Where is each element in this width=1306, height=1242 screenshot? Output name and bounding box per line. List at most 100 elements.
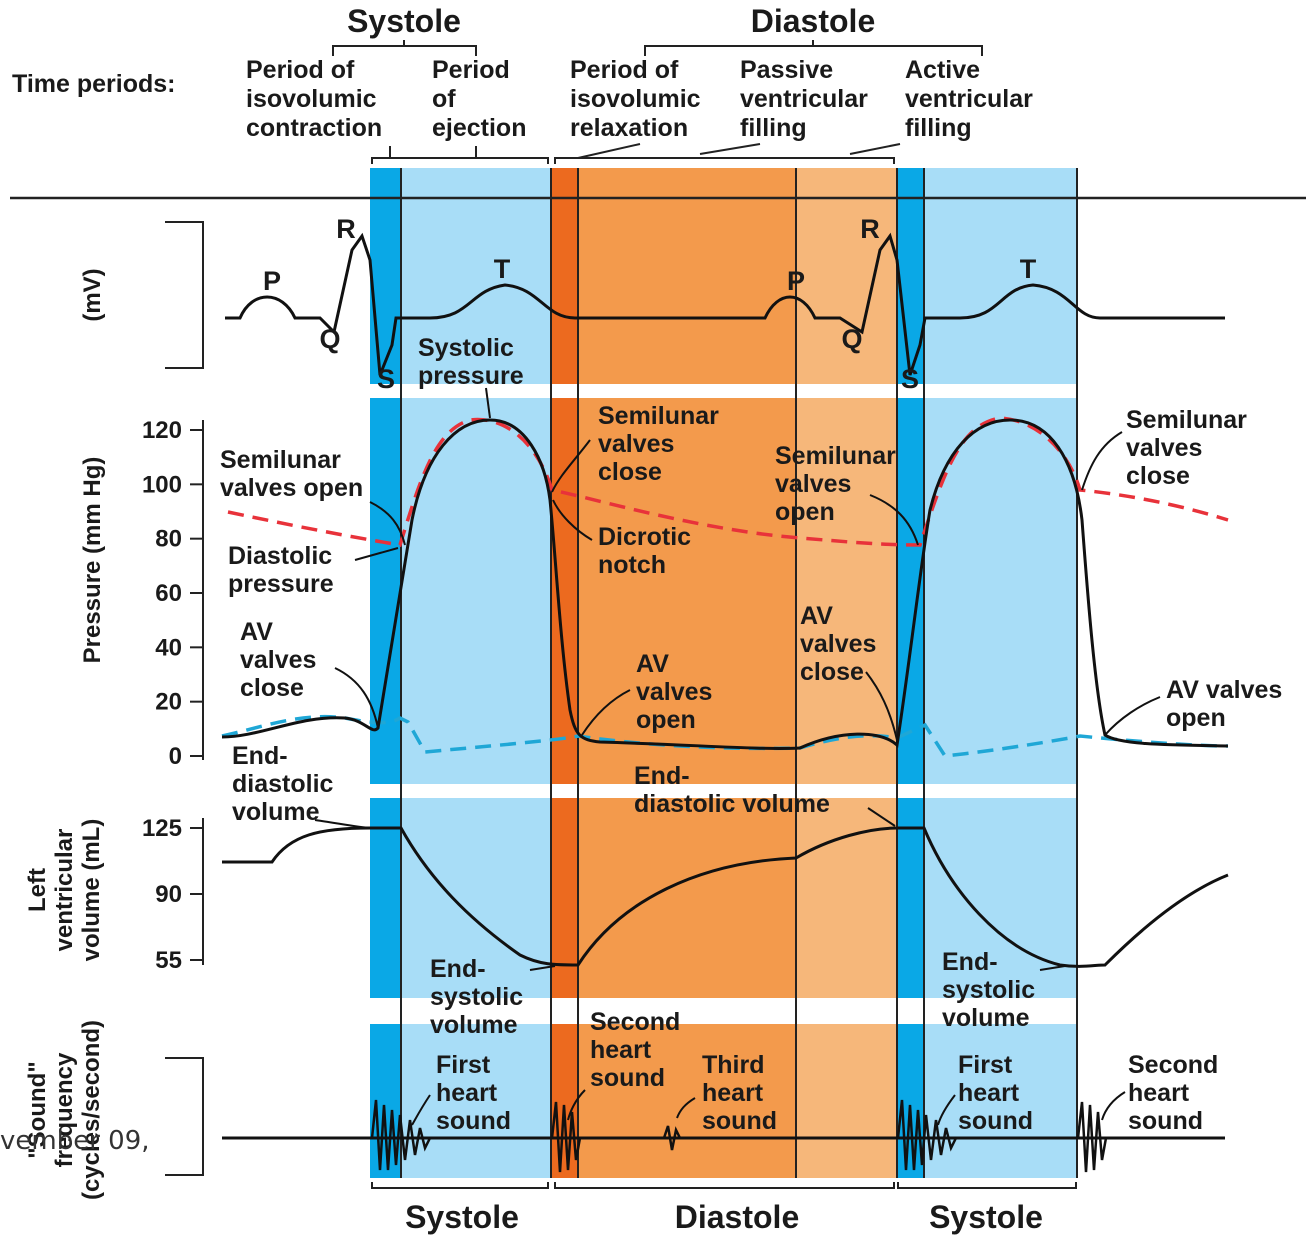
pressure-axis-label: Pressure (mm Hg) <box>79 457 106 664</box>
period-labels: Period of isovolumic contraction Period … <box>246 56 1033 142</box>
esv-label-2: systolic <box>942 976 1035 1004</box>
volume-axis-label-line3: volume (mL) <box>78 819 105 962</box>
semilunar-open-label-2: valves <box>775 470 851 498</box>
period-label: ejection <box>432 114 526 142</box>
first-sound-label-2: First <box>958 1051 1013 1079</box>
second-sound-label-2: heart <box>1128 1079 1190 1107</box>
semilunar-close-label-2: valves <box>1126 434 1202 462</box>
ecg-wave-t-2: T <box>1020 254 1037 284</box>
annotations: Systolic pressure Semilunar valves open … <box>220 334 1282 1135</box>
edv-label: End- <box>232 742 288 770</box>
first-sound-label: sound <box>436 1107 511 1135</box>
pressure-tick-label: 60 <box>155 580 182 607</box>
av-close-label-2: valves <box>800 630 876 658</box>
ecg-trace <box>225 232 1225 376</box>
semilunar-close-label: Semilunar <box>598 402 719 430</box>
third-sound-label: Third <box>702 1051 765 1079</box>
second-heart-sound-2 <box>1076 1101 1108 1173</box>
diastolic-pressure-label: pressure <box>228 570 334 598</box>
header-brackets <box>332 40 983 164</box>
pressure-tick-label: 100 <box>142 471 182 498</box>
period-label: Period of <box>246 56 355 84</box>
volume-axis-label-line2: ventricular <box>51 829 78 952</box>
first-sound-label: heart <box>436 1079 498 1107</box>
edv-label-2: End- <box>634 762 690 790</box>
ecg-wave-q-1: Q <box>319 324 340 354</box>
second-sound-label: heart <box>590 1036 652 1064</box>
semilunar-close-label: valves <box>598 430 674 458</box>
pressure-tick-label: 20 <box>155 689 182 716</box>
pressure-tick-label: 120 <box>142 417 182 444</box>
av-close-label: valves <box>240 646 316 674</box>
av-close-label-2: close <box>800 658 864 686</box>
second-sound-label: Second <box>590 1008 680 1036</box>
first-sound-label: First <box>436 1051 491 1079</box>
band-isovolumic-contraction-2 <box>897 168 924 1178</box>
ecg-axis-label: (mV) <box>79 268 106 321</box>
volume-tick-label: 125 <box>142 815 182 842</box>
period-label: ventricular <box>905 85 1033 113</box>
ecg-axis-bracket <box>165 221 204 369</box>
av-open-label: open <box>636 706 696 734</box>
sound-axis-label-line3: (cycles/second) <box>78 1020 105 1200</box>
systolic-pressure-label: pressure <box>418 362 524 390</box>
period-label: isovolumic <box>246 85 377 113</box>
esv-label-2: End- <box>942 948 998 976</box>
diastolic-pressure-label: Diastolic <box>228 542 332 570</box>
period-label: relaxation <box>570 114 688 142</box>
separator-volume-sound <box>360 998 1090 1024</box>
dicrotic-notch-label: notch <box>598 551 666 579</box>
pressure-ticks: 120 100 80 60 40 20 0 <box>142 417 203 770</box>
ecg-wave-q-2: Q <box>841 324 862 354</box>
volume-trace <box>222 826 1229 968</box>
period-label: isovolumic <box>570 85 701 113</box>
header-systole: Systole <box>347 3 461 39</box>
ecg-wave-p-1: P <box>263 266 281 296</box>
footer-systole-1: Systole <box>405 1199 519 1235</box>
third-sound-label: heart <box>702 1079 764 1107</box>
second-sound-label: sound <box>590 1064 665 1092</box>
aortic-pressure-trace <box>227 416 1229 547</box>
semilunar-close-label: close <box>598 458 662 486</box>
ecg-wave-s-1: S <box>377 364 395 394</box>
semilunar-close-label-2: Semilunar <box>1126 406 1247 434</box>
ecg-wave-t-1: T <box>494 254 511 284</box>
footer-systole-2: Systole <box>929 1199 1043 1235</box>
esv-label-2: volume <box>942 1004 1030 1032</box>
semilunar-close-label-2: close <box>1126 462 1190 490</box>
edv-label: volume <box>232 798 320 826</box>
volume-ticks: 125 90 55 <box>142 815 203 974</box>
footer-brackets <box>371 1182 1077 1189</box>
period-label: of <box>432 85 456 113</box>
sound-axis-label-line2: frequency <box>51 1052 78 1167</box>
third-sound-label: sound <box>702 1107 777 1135</box>
ecg-wave-r-2: R <box>860 214 880 244</box>
edv-label-2: diastolic volume <box>634 790 830 818</box>
av-close-label: AV <box>240 618 273 646</box>
period-label: Period of <box>570 56 679 84</box>
second-heart-sound-1 <box>550 1101 582 1173</box>
ecg-wave-r-1: R <box>336 214 356 244</box>
systolic-pressure-label: Systolic <box>418 334 514 362</box>
volume-tick-label: 90 <box>155 881 182 908</box>
header-diastole: Diastole <box>751 3 875 39</box>
footer-diastole: Diastole <box>675 1199 799 1235</box>
ventricular-pressure-trace <box>221 418 1229 750</box>
separator-ecg-pressure <box>360 384 1090 398</box>
esv-label: systolic <box>430 983 523 1011</box>
edv-label: diastolic <box>232 770 334 798</box>
av-close-label-2: AV <box>800 602 833 630</box>
pressure-tick-label: 80 <box>155 526 182 553</box>
period-label: Period <box>432 56 510 84</box>
esv-label: End- <box>430 955 486 983</box>
separator-pressure-volume <box>360 784 1090 798</box>
volume-tick-label: 55 <box>155 947 182 974</box>
av-close-label: close <box>240 674 304 702</box>
time-periods-label: Time periods: <box>12 70 175 98</box>
sound-axis-label-line1: "Sound" <box>24 1061 51 1158</box>
semilunar-open-label: valves open <box>220 474 363 502</box>
second-sound-label-2: sound <box>1128 1107 1203 1135</box>
av-open-label-2: open <box>1166 704 1226 732</box>
